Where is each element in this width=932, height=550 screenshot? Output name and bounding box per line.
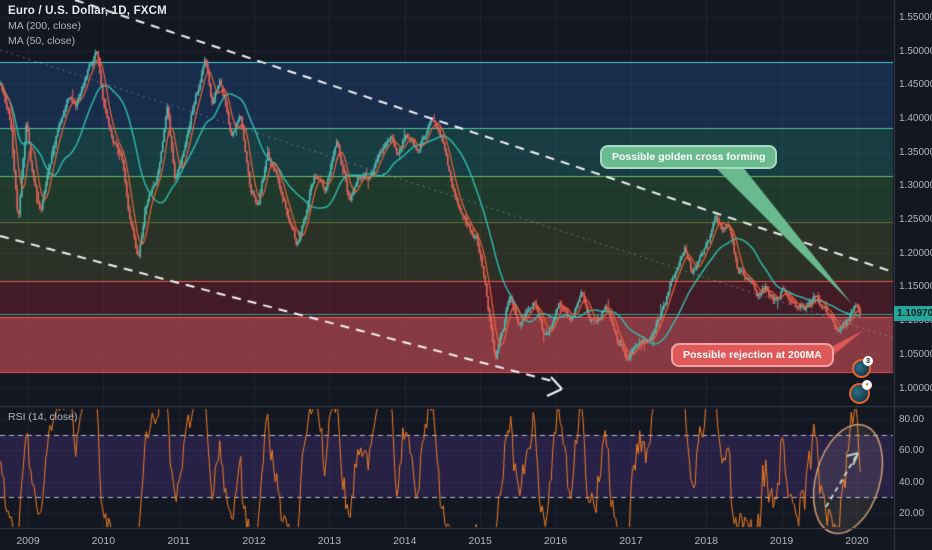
time-axis-tick: 2013 xyxy=(317,535,342,547)
time-axis-tick: 2018 xyxy=(694,535,718,547)
indicator-rsi-label[interactable]: RSI (14, close) xyxy=(8,411,78,423)
time-axis-tick: 2017 xyxy=(619,535,643,547)
time-axis-tick: 2014 xyxy=(393,535,417,547)
price-axis-tick: 1.00000 xyxy=(899,382,932,394)
published-idea-badge[interactable]: • xyxy=(849,380,872,404)
time-axis-tick: 2016 xyxy=(543,535,568,547)
published-idea-badge[interactable]: 3 xyxy=(852,356,873,378)
rsi-axis-tick: 20.00 xyxy=(899,508,925,519)
callout-rejection-200ma[interactable]: Possible rejection at 200MA xyxy=(671,343,834,367)
idea-count-badge: 3 xyxy=(863,356,873,366)
price-axis-tick: 1.20000 xyxy=(899,247,932,259)
time-axis-tick: 2020 xyxy=(845,535,869,547)
price-axis-tick: 1.55000 xyxy=(899,12,932,23)
time-axis-tick: 2012 xyxy=(242,535,266,547)
time-axis-tick: 2015 xyxy=(468,535,492,547)
time-axis-tick: 2009 xyxy=(16,535,40,547)
time-axis-tick: 2011 xyxy=(167,535,191,547)
rsi-axis-tick: 80.00 xyxy=(899,414,925,425)
price-axis-tick: 1.40000 xyxy=(899,113,932,125)
price-axis-tick: 1.05000 xyxy=(899,348,932,360)
callout-golden-cross[interactable]: Possible golden cross forming xyxy=(600,145,778,169)
price-axis-tick: 1.35000 xyxy=(899,146,932,158)
price-axis-tick: 1.25000 xyxy=(899,214,932,226)
symbol-title[interactable]: Euro / U.S. Dollar, 1D, FXCM xyxy=(8,5,167,17)
chart-legend: Euro / U.S. Dollar, 1D, FXCM MA (200, cl… xyxy=(8,5,167,47)
price-axis-tick: 1.30000 xyxy=(899,180,932,192)
indicator-ma200-label[interactable]: MA (200, close) xyxy=(8,20,81,32)
price-axis-tick: 1.50000 xyxy=(899,45,932,57)
rsi-axis-tick: 60.00 xyxy=(899,445,925,457)
last-price-label: 1.10970 xyxy=(894,306,932,321)
idea-count-badge: • xyxy=(862,380,872,390)
price-axis-tick: 1.45000 xyxy=(899,79,932,91)
rsi-axis-tick: 40.00 xyxy=(899,476,925,488)
indicator-ma50-label[interactable]: MA (50, close) xyxy=(8,35,76,47)
time-axis-tick: 2019 xyxy=(769,535,794,547)
price-axis-tick: 1.15000 xyxy=(899,281,932,293)
time-axis-tick: 2010 xyxy=(91,535,116,547)
